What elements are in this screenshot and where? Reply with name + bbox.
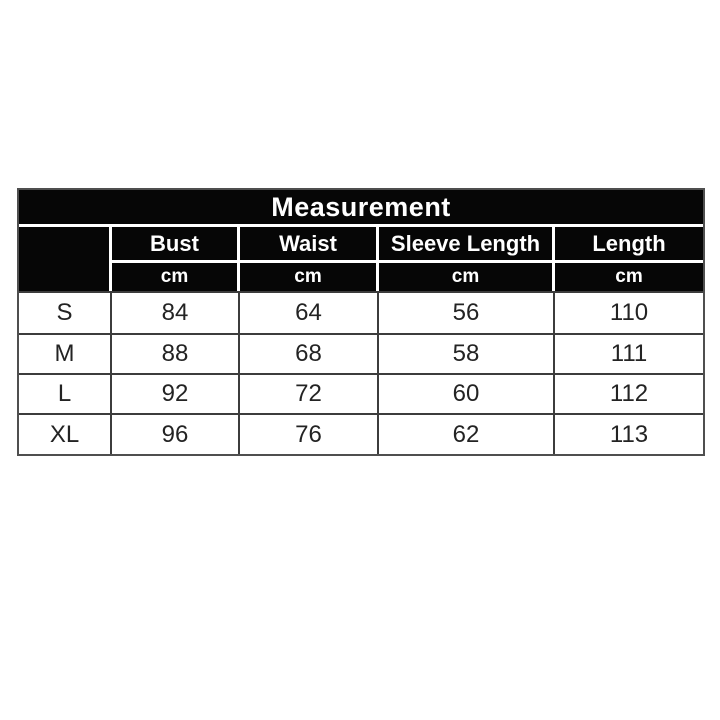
value-cell: 112 — [555, 373, 704, 413]
table-row-xl: XL 96 76 62 113 — [19, 413, 704, 454]
unit-cell-waist: cm — [240, 263, 379, 291]
size-label: S — [19, 291, 112, 333]
value-cell: 72 — [240, 373, 379, 413]
column-header-length: Length — [555, 227, 704, 263]
unit-cell-sleeve-length: cm — [379, 263, 555, 291]
table-row-m: M 88 68 58 111 — [19, 333, 704, 373]
value-cell: 76 — [240, 413, 379, 454]
value-cell: 68 — [240, 333, 379, 373]
value-cell: 88 — [112, 333, 240, 373]
value-cell: 113 — [555, 413, 704, 454]
table-title-row: Measurement — [19, 190, 704, 227]
measurement-size-table: Measurement Bust Waist Sleeve Length Len… — [17, 188, 706, 456]
table-row-s: S 84 64 56 110 — [19, 291, 704, 333]
value-cell: 92 — [112, 373, 240, 413]
value-cell: 96 — [112, 413, 240, 454]
unit-row: cm cm cm cm — [19, 263, 704, 291]
unit-cell-length: cm — [555, 263, 704, 291]
column-header-bust: Bust — [112, 227, 240, 263]
value-cell: 84 — [112, 291, 240, 333]
value-cell: 111 — [555, 333, 704, 373]
column-header-waist: Waist — [240, 227, 379, 263]
size-label: L — [19, 373, 112, 413]
value-cell: 62 — [379, 413, 555, 454]
value-cell: 64 — [240, 291, 379, 333]
unit-cell-bust: cm — [112, 263, 240, 291]
value-cell: 60 — [379, 373, 555, 413]
column-header-row: Bust Waist Sleeve Length Length — [19, 227, 704, 291]
corner-cell — [19, 227, 112, 291]
value-cell: 110 — [555, 291, 704, 333]
table-title: Measurement — [19, 190, 704, 227]
value-cell: 56 — [379, 291, 555, 333]
table-row-l: L 92 72 60 112 — [19, 373, 704, 413]
size-label: M — [19, 333, 112, 373]
value-cell: 58 — [379, 333, 555, 373]
column-header-sleeve-length: Sleeve Length — [379, 227, 555, 263]
size-label: XL — [19, 413, 112, 454]
